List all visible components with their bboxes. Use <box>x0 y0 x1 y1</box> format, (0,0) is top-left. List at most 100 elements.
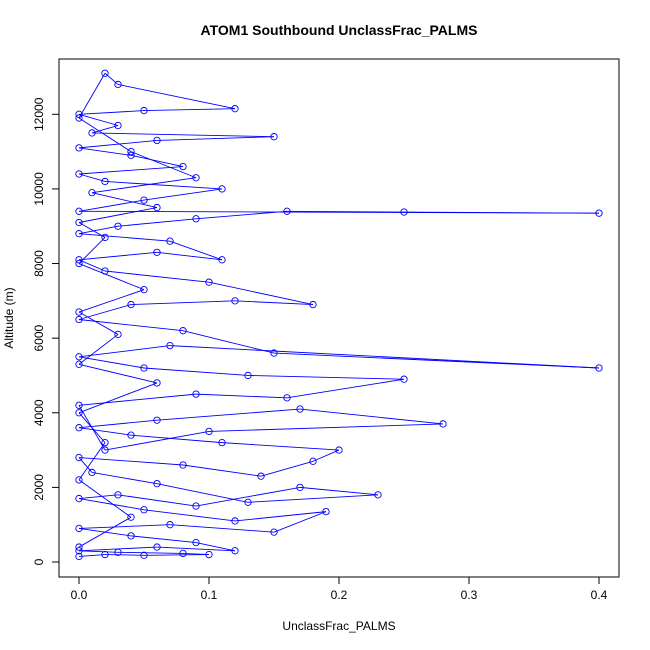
series-line-segment <box>78 73 106 119</box>
data-point <box>439 420 447 428</box>
data-point <box>296 483 304 492</box>
series-line-segment <box>78 457 184 466</box>
data-point <box>101 233 109 242</box>
data-point <box>335 446 343 454</box>
data-point <box>75 453 83 462</box>
data-point <box>218 256 226 264</box>
data-point <box>322 507 330 516</box>
x-tick-label: 0.1 <box>201 588 218 602</box>
data-point <box>114 80 122 89</box>
series-line-segment <box>78 259 106 272</box>
series-line-segment <box>78 173 106 182</box>
series-line-segment <box>130 300 236 306</box>
data-point <box>192 390 200 398</box>
series-line-segment <box>78 516 132 548</box>
data-point <box>88 129 96 137</box>
series-line-segment <box>143 509 236 522</box>
series-line-segment <box>143 108 236 112</box>
data-point <box>231 297 239 305</box>
series-line-segment <box>78 210 600 214</box>
data-point <box>179 549 187 558</box>
series-line-segment <box>130 154 184 167</box>
data-point <box>75 256 83 264</box>
series-line-segment <box>78 207 158 223</box>
data-point <box>75 494 83 503</box>
data-point <box>309 457 317 465</box>
series-line-segment <box>78 117 132 152</box>
y-tick-label: 0 <box>32 558 46 565</box>
data-point <box>101 446 109 454</box>
data-point <box>127 147 135 156</box>
data-point <box>192 538 200 547</box>
data-point <box>88 189 96 197</box>
series-line-segment <box>286 378 405 399</box>
data-point <box>75 207 83 215</box>
data-point <box>192 502 200 510</box>
series-line-segment <box>78 113 119 126</box>
data-point <box>166 341 174 350</box>
series-line-segment <box>299 486 379 496</box>
y-tick-label: 10000 <box>32 172 46 206</box>
data-point <box>75 547 83 555</box>
series-line-segment <box>117 218 197 227</box>
data-point <box>179 162 187 171</box>
data-point <box>101 267 109 275</box>
y-axis: 0 2000 4000 6000 8000 10000 12000 <box>32 97 60 565</box>
data-point <box>140 551 148 559</box>
data-point <box>140 286 148 294</box>
series-line-segment <box>91 125 119 134</box>
series-line-segment <box>104 181 223 190</box>
data-point <box>75 524 83 533</box>
series-line-segment <box>182 552 210 555</box>
series-line-segment <box>182 330 275 354</box>
series-line-segment <box>78 524 171 529</box>
series-line-segment <box>195 542 236 552</box>
series-line-segment <box>156 136 275 141</box>
series-line-segment <box>91 132 275 138</box>
data-point <box>75 401 83 409</box>
data-point <box>114 222 122 230</box>
data-point <box>270 133 278 141</box>
series-line-segment <box>195 393 288 399</box>
x-tick-label: 0.0 <box>71 588 88 602</box>
data-point <box>127 300 135 309</box>
x-axis: 0.0 0.1 0.2 0.3 0.4 <box>71 576 608 602</box>
series-line-segment <box>78 225 119 235</box>
data-point <box>114 548 122 556</box>
series-line-segment <box>104 430 210 451</box>
series-line-segment <box>195 210 288 220</box>
series-line-segment <box>78 110 145 115</box>
data-point <box>205 278 213 286</box>
x-axis-label: UnclassFrac_PALMS <box>282 619 395 633</box>
series-line-segment <box>78 550 119 553</box>
series-line-segment <box>78 494 119 500</box>
data-point <box>140 106 148 115</box>
series-line-segment <box>169 240 223 261</box>
data-point <box>75 170 83 178</box>
series-line-segment <box>156 251 223 261</box>
data-point <box>296 405 304 413</box>
data-point <box>400 208 408 216</box>
data-point <box>140 364 148 372</box>
series-line-segment <box>78 427 132 436</box>
y-tick-label: 12000 <box>32 97 46 131</box>
y-tick-label: 6000 <box>32 324 46 351</box>
series-line-segment <box>104 554 145 556</box>
data-point <box>75 259 83 268</box>
x-tick-label: 0.2 <box>331 588 348 602</box>
x-tick-label: 0.3 <box>461 588 478 602</box>
series-line-segment <box>91 192 158 209</box>
data-point <box>231 105 239 113</box>
y-tick-label: 4000 <box>32 399 46 426</box>
data-point <box>75 144 83 152</box>
series-line-segment <box>208 281 314 306</box>
y-axis-label: Altitude (m) <box>2 287 16 348</box>
series-line-segment <box>104 72 119 85</box>
series-line-segment <box>78 334 119 365</box>
series-line-segment <box>78 554 106 557</box>
series-line-segment <box>78 147 132 156</box>
series-line-segment <box>78 304 132 320</box>
data-point <box>140 506 148 514</box>
series-line-segment <box>78 289 145 313</box>
data-point <box>75 424 83 432</box>
